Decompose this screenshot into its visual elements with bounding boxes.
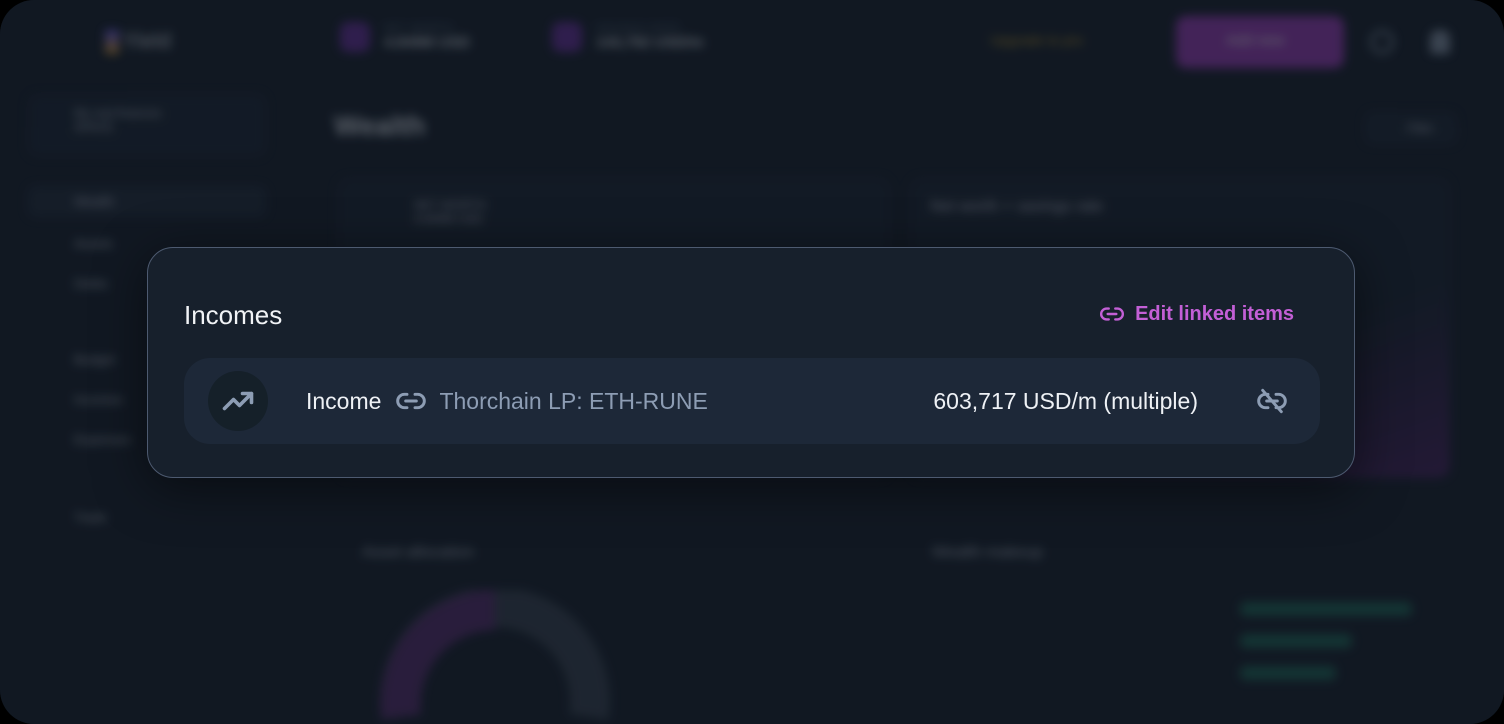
logo: Yield xyxy=(105,28,172,55)
stat-value: 4.849M USD xyxy=(384,34,470,51)
link-icon xyxy=(396,392,427,410)
user-icon[interactable] xyxy=(1430,30,1450,54)
incomes-modal: Incomes Edit linked items Income Thorcha… xyxy=(147,247,1355,478)
item-source[interactable]: Thorchain LP: ETH-RUNE xyxy=(439,387,708,414)
stat-label: SAVINGS RATE xyxy=(596,23,681,34)
avatar xyxy=(208,371,268,431)
item-type: Income xyxy=(306,387,382,414)
asset-allocation-title: Asset allocation xyxy=(362,544,475,561)
net-worth-stat: NET WORTH 4.849M USD xyxy=(340,22,470,52)
sidebar-item-expenses[interactable]: Expenses xyxy=(74,432,132,447)
trending-up-icon xyxy=(222,391,254,411)
edit-linked-items-button[interactable]: Edit linked items xyxy=(1099,301,1294,327)
space-type: SPACE xyxy=(74,120,114,134)
logo-text: Yield xyxy=(123,28,172,53)
stat-value: 143,792 USD/m xyxy=(596,34,704,51)
upgrade-button[interactable]: Upgrade to pro xyxy=(990,32,1084,48)
sidebar-item-assets[interactable]: Assets xyxy=(74,236,114,251)
sidebar-item-wealth[interactable]: Wealth xyxy=(28,186,266,217)
gear-icon[interactable] xyxy=(1370,30,1394,54)
chart-title: Net worth + savings rate xyxy=(930,198,1103,215)
item-amount: 603,717 USD/m (multiple) xyxy=(933,387,1198,414)
stat-label: NET WORTH xyxy=(384,23,454,34)
page-title: Wealth xyxy=(334,110,426,141)
savings-rate-stat: SAVINGS RATE 143,792 USD/m xyxy=(552,22,704,52)
modal-title: Incomes xyxy=(184,300,283,330)
card-value: 4.849M USD xyxy=(414,212,483,226)
filter-button[interactable]: Filter xyxy=(1365,112,1457,144)
list-item[interactable]: Income Thorchain LP: ETH-RUNE 603,717 US… xyxy=(184,358,1320,444)
sidebar-item-trash[interactable]: Trash xyxy=(74,510,107,525)
makeup-bar xyxy=(1240,602,1412,616)
makeup-bar xyxy=(1240,634,1352,648)
card-label: NET WORTH xyxy=(414,198,487,212)
unlink-button[interactable] xyxy=(1256,385,1288,417)
unlink-icon xyxy=(1257,388,1287,414)
makeup-bar xyxy=(1240,666,1336,680)
allocation-donut xyxy=(380,590,610,720)
add-new-button[interactable]: Add new xyxy=(1176,16,1344,68)
edit-linked-items-label: Edit linked items xyxy=(1135,302,1294,325)
space-name: My real finances xyxy=(74,106,162,120)
space-selector[interactable]: My real finances SPACE xyxy=(28,94,266,156)
sidebar-item-budget[interactable]: Budget xyxy=(74,352,116,367)
sidebar-item-debts[interactable]: Debts xyxy=(74,276,108,291)
wealth-makeup-title: Wealth makeup xyxy=(932,544,1043,561)
sidebar-item-incomes[interactable]: Incomes xyxy=(74,392,124,407)
link-icon xyxy=(1100,307,1125,321)
donut-segment xyxy=(380,590,496,720)
